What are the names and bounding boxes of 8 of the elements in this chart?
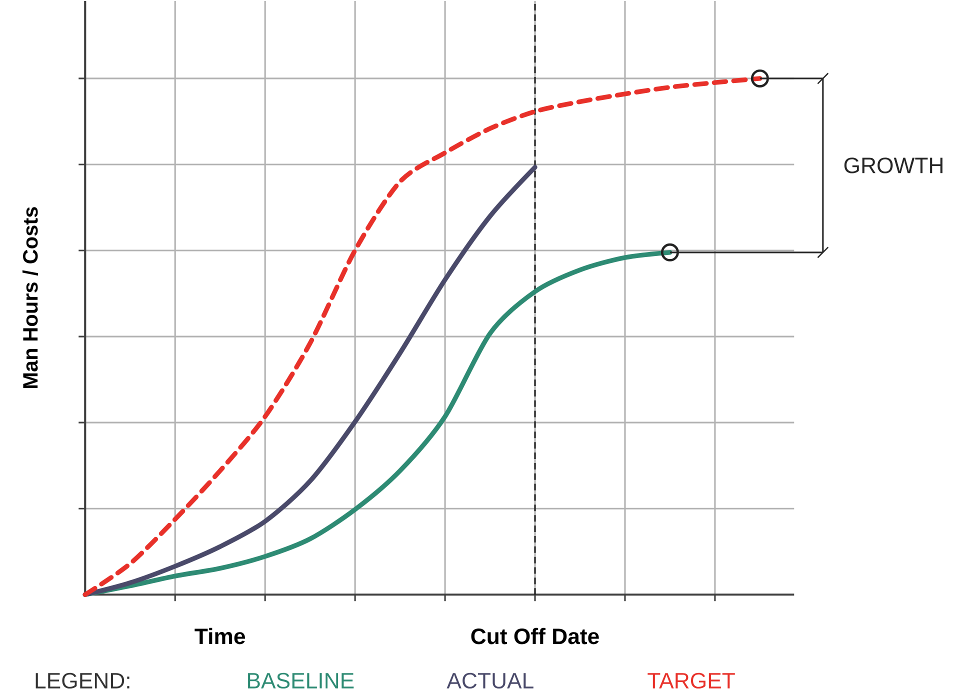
- x-tick-label: Cut Off Date: [471, 628, 599, 644]
- text: BASELINE: [248, 672, 354, 688]
- x-tick-label: Time: [194, 628, 246, 644]
- legend-title: LEGEND:: [36, 672, 130, 688]
- text: ACTUAL: [446, 672, 534, 688]
- text: GROWTH: [844, 157, 942, 174]
- y-axis-title: Man Hours / Costs: [22, 206, 38, 388]
- text: TARGET: [648, 672, 735, 688]
